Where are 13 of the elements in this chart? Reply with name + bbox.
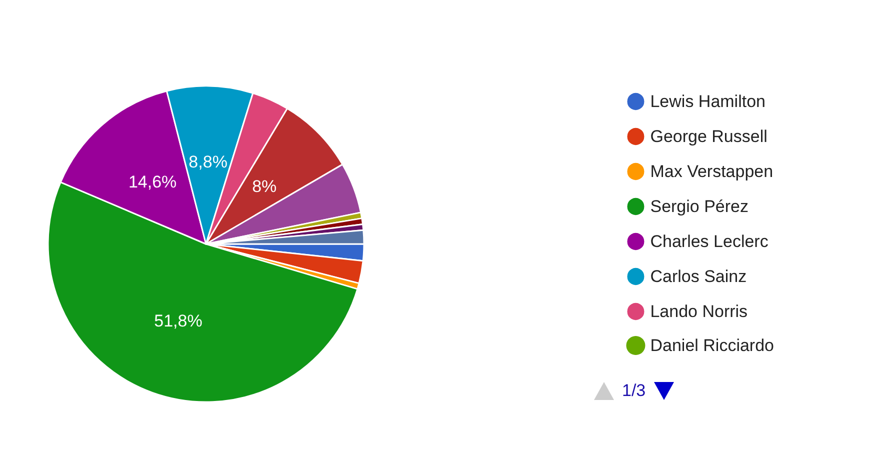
legend-label: Lewis Hamilton — [650, 92, 766, 111]
legend-label: Max Verstappen — [650, 162, 774, 181]
legend-label: Carlos Sainz — [650, 267, 747, 286]
legend-label: Sergio Pérez — [650, 197, 749, 216]
data-label: 51,8% — [154, 312, 202, 331]
data-label: 8% — [252, 176, 277, 196]
legend-label: Charles Leclerc — [650, 232, 769, 251]
text: 1/3 — [622, 381, 646, 401]
legend-label: Lando Norris — [650, 302, 748, 321]
legend-label: George Russell — [650, 127, 768, 146]
data-label: 14,6% — [128, 172, 177, 192]
legend-label: Daniel Ricciardo — [650, 336, 774, 355]
data-label: 8,8% — [188, 152, 228, 172]
